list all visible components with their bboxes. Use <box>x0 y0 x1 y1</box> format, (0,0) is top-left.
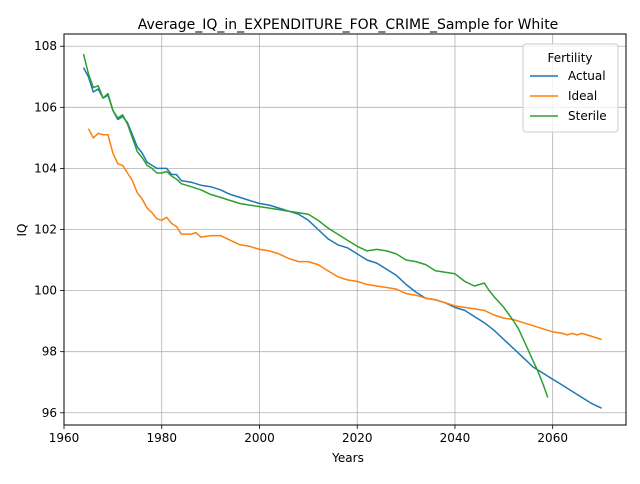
x-tick-label: 1960 <box>49 431 80 445</box>
legend-label-actual: Actual <box>568 69 606 83</box>
y-tick-label: 104 <box>34 161 57 175</box>
legend-box <box>522 43 619 133</box>
y-tick-label: 96 <box>42 406 57 420</box>
chart-title: Average_IQ_in_EXPENDITURE_FOR_CRIME_Samp… <box>138 17 559 33</box>
y-tick-label: 100 <box>34 284 57 298</box>
series-line-sterile <box>82 53 549 398</box>
y-axis-label: IQ <box>15 224 29 237</box>
legend-title: Fertility <box>547 51 592 65</box>
series-lines <box>82 53 602 409</box>
y-tick-label: 106 <box>34 100 57 114</box>
x-axis-label: Years <box>331 451 364 465</box>
x-tick-label: 2040 <box>440 431 471 445</box>
legend: Fertility Actual Ideal Sterile <box>522 43 619 133</box>
series-line-ideal <box>87 128 602 341</box>
y-axis-ticks: 96 98 100 102 104 106 108 <box>34 39 64 420</box>
x-axis-ticks: 1960 1980 2000 2020 2040 2060 <box>49 425 568 445</box>
x-tick-label: 2020 <box>342 431 373 445</box>
x-tick-label: 2060 <box>537 431 568 445</box>
y-tick-label: 102 <box>34 223 57 237</box>
y-tick-label: 108 <box>34 39 57 53</box>
legend-label-sterile: Sterile <box>568 109 607 123</box>
y-tick-label: 98 <box>42 345 57 359</box>
x-tick-label: 2000 <box>244 431 275 445</box>
x-tick-label: 1980 <box>146 431 177 445</box>
legend-label-ideal: Ideal <box>568 89 597 103</box>
